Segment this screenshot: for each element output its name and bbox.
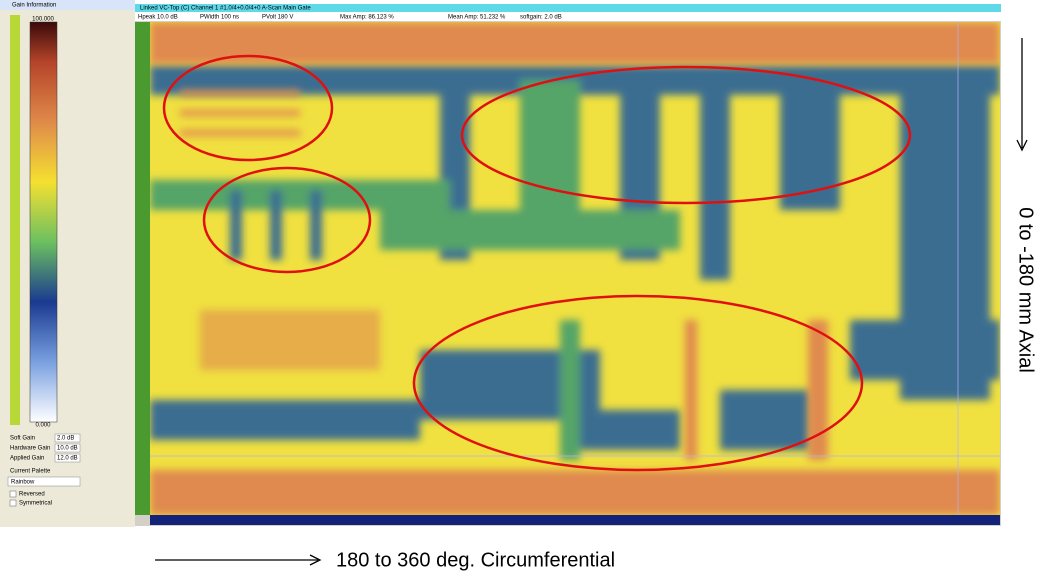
panel-title: Gain Information [12, 3, 56, 9]
field-value: 12.0 dB [57, 456, 78, 462]
arrow-head [1016, 139, 1028, 152]
field-label: Soft Gain [10, 436, 35, 442]
option-label: Reversed [19, 492, 45, 498]
field-value: 2.0 dB [57, 436, 74, 442]
field-box[interactable] [54, 453, 81, 463]
panel-titlebar [0, 0, 135, 10]
window-titlebar [135, 4, 1001, 12]
info-item: PWidth 100 ns [200, 15, 239, 21]
info-item: PVolt 180 V [262, 15, 293, 21]
field-label: Applied Gain [10, 456, 44, 462]
info-bar [135, 12, 1001, 21]
highlight-ellipses [162, 54, 912, 472]
field-label: Hardware Gain [10, 446, 50, 452]
arrow-head [309, 554, 322, 566]
ruler [10, 15, 20, 425]
field-box[interactable] [54, 443, 81, 453]
scale-min: 0.000 [35, 423, 51, 429]
palette-select[interactable] [7, 476, 81, 487]
checkbox[interactable] [9, 499, 17, 507]
axial-label: 0 to -180 mm Axial [1015, 207, 1037, 373]
scale-max: 100.000 [32, 17, 54, 23]
info-item: Mean Amp: 51.232 % [448, 15, 506, 21]
scan-image [150, 22, 1000, 515]
window-title: Linked VC-Top (C) Channel 1 #1.0/4+0.0/4… [140, 6, 311, 12]
checkbox[interactable] [9, 490, 17, 498]
info-item: softgain: 2.0 dB [520, 15, 562, 21]
color-bar [29, 21, 58, 423]
field-box[interactable] [54, 433, 81, 443]
h-ruler [150, 515, 1000, 525]
palette-value: Rainbow [11, 480, 35, 486]
circumferential-label: 180 to 360 deg. Circumferential [336, 549, 615, 571]
info-item: Hpeak 10.0 dB [138, 15, 178, 21]
v-ruler [135, 22, 150, 515]
info-item: Max Amp: 86.123 % [340, 15, 394, 21]
option-label: Symmetrical [19, 501, 52, 507]
palette-label: Current Palette [10, 469, 51, 475]
field-value: 10.0 dB [57, 446, 78, 452]
